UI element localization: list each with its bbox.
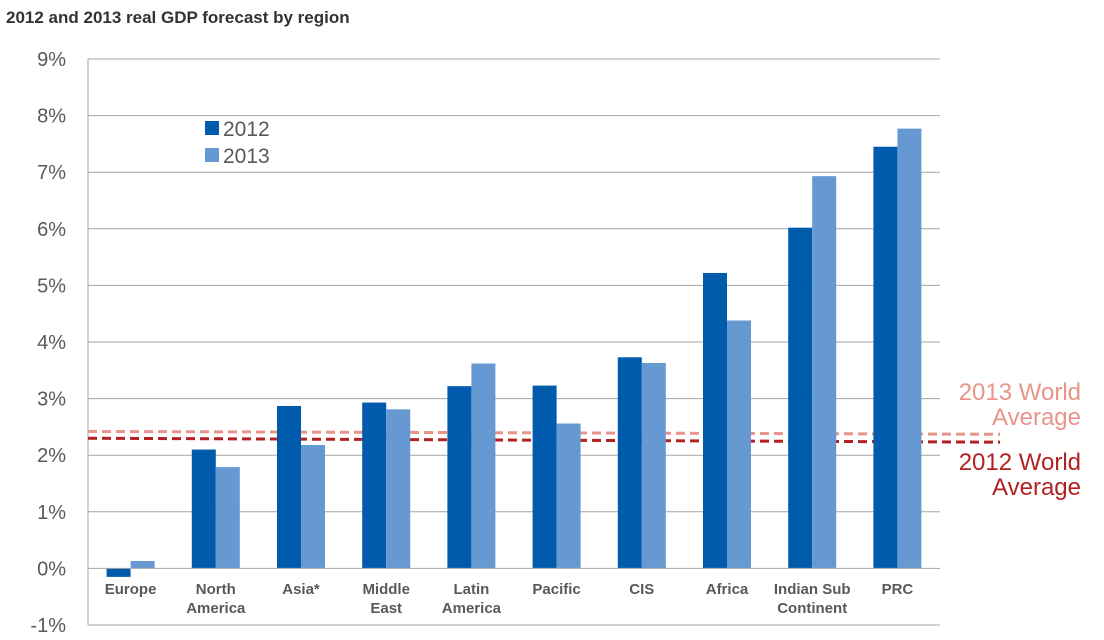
bar-2012 bbox=[362, 402, 387, 569]
bar-2013 bbox=[812, 176, 837, 569]
bar-2013 bbox=[130, 561, 155, 569]
bar-2013 bbox=[301, 445, 325, 569]
x-tick-label: Pacific bbox=[532, 581, 580, 598]
bar-2013 bbox=[727, 320, 751, 569]
y-tick-label: 4% bbox=[37, 332, 66, 354]
bar-2013 bbox=[471, 363, 496, 569]
y-tick-label: 7% bbox=[37, 162, 66, 184]
legend-label-2013: 2013 bbox=[223, 145, 270, 168]
legend-label-2012: 2012 bbox=[223, 118, 270, 141]
bar-2012 bbox=[788, 227, 813, 569]
y-tick-label: 0% bbox=[37, 558, 66, 580]
y-tick-label: 3% bbox=[37, 389, 66, 411]
x-tick-label: CIS bbox=[629, 581, 654, 598]
y-tick-label: -1% bbox=[30, 615, 66, 637]
x-tick-label: North bbox=[196, 581, 236, 598]
y-tick-label: 2% bbox=[37, 445, 66, 467]
bar-2013 bbox=[897, 128, 922, 569]
bars bbox=[106, 128, 922, 577]
bar-2012 bbox=[617, 357, 642, 569]
y-tick-label: 1% bbox=[37, 502, 66, 524]
x-tick-label: PRC bbox=[882, 581, 914, 598]
bar-2012 bbox=[703, 272, 727, 569]
bar-2013 bbox=[386, 409, 411, 569]
reference-line-label: Average bbox=[992, 404, 1081, 431]
reference-line-label: 2013 World bbox=[959, 379, 1081, 406]
bar-2012 bbox=[873, 146, 898, 569]
x-axis-ticks: Europe North America Asia* Middle East Latin Am… bbox=[105, 581, 914, 617]
y-tick-label: 5% bbox=[37, 275, 66, 297]
bar-2012 bbox=[532, 385, 557, 569]
chart-title: 2012 and 2013 real GDP forecast by regio… bbox=[6, 8, 350, 27]
reference-line-label: 2012 World bbox=[959, 449, 1081, 476]
bar-2012 bbox=[191, 449, 216, 569]
reference-line-label: Average bbox=[992, 474, 1081, 501]
legend: 2012 2013 bbox=[205, 118, 270, 168]
x-tick-label: Latin bbox=[453, 581, 489, 598]
x-tick-label: America bbox=[186, 600, 246, 617]
x-tick-label: Continent bbox=[777, 600, 847, 617]
y-tick-label: 8% bbox=[37, 106, 66, 128]
x-tick-label: East bbox=[370, 600, 402, 617]
bar-2013 bbox=[641, 362, 666, 569]
y-axis-ticks: -1% 0% 1% 2% 3% 4% 5% 6% 7% 8% 9% bbox=[30, 49, 66, 637]
legend-swatch-2013 bbox=[205, 148, 219, 162]
bar-2013 bbox=[215, 467, 240, 569]
x-tick-label: Indian Sub bbox=[774, 581, 851, 598]
x-tick-label: Asia* bbox=[282, 581, 320, 598]
x-tick-label: Middle bbox=[362, 581, 410, 598]
y-tick-label: 9% bbox=[37, 49, 66, 71]
bar-2012 bbox=[447, 386, 472, 569]
x-tick-label: Africa bbox=[706, 581, 749, 598]
x-tick-label: Europe bbox=[105, 581, 157, 598]
legend-swatch-2012 bbox=[205, 121, 219, 135]
x-tick-label: America bbox=[442, 600, 502, 617]
bar-2012 bbox=[106, 568, 131, 577]
bar-2013 bbox=[556, 423, 581, 569]
bar-2012 bbox=[277, 405, 301, 569]
y-tick-label: 6% bbox=[37, 219, 66, 241]
